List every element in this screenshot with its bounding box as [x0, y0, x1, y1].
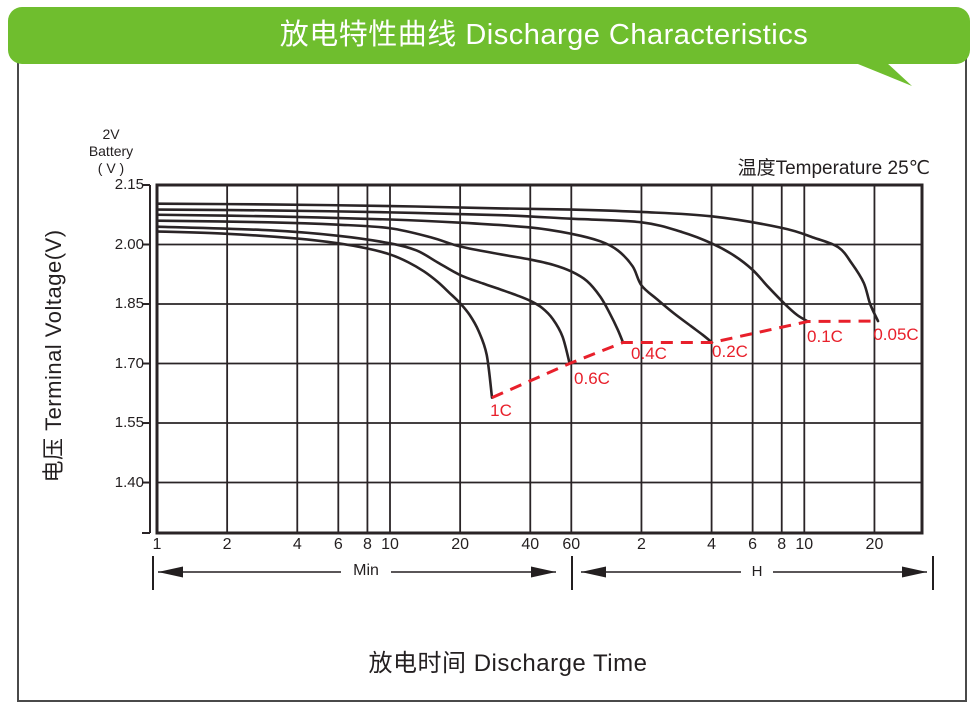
x-tick-label: 10: [381, 536, 399, 553]
y-tick-label: 2.00: [114, 235, 144, 253]
curve-label-0.6C: 0.6C: [574, 369, 610, 388]
x-tick-label: 8: [777, 536, 787, 553]
y-tick-label: 1.70: [114, 354, 144, 372]
x-tick-label: 20: [865, 536, 884, 553]
x-tick-label: 60: [562, 536, 581, 553]
battery-type-line: Battery: [88, 143, 134, 159]
x-tick-label: 40: [521, 536, 540, 553]
x-tick-label: 6: [748, 536, 758, 553]
y-axis-title: 电压 Terminal Voltage(V): [41, 229, 66, 483]
title-banner: 放电特性曲线 Discharge Characteristics: [8, 7, 970, 64]
x-tick-label: 4: [292, 536, 302, 553]
x-tick-label: 20: [451, 536, 470, 553]
x-tick-label: 4: [707, 536, 717, 553]
battery-type-line: 2V: [102, 126, 120, 142]
y-unit-label: ( V ): [97, 160, 125, 176]
battery-type-label: 2V Battery ( V ): [78, 126, 144, 177]
x-tick-label: 6: [333, 536, 343, 553]
x-axis-title: 放电时间 Discharge Time: [368, 650, 648, 677]
x-tick-label: 2: [636, 536, 646, 553]
figure-title: 放电特性曲线 Discharge Characteristics: [279, 19, 809, 51]
x-tick-label: 8: [362, 536, 372, 553]
x-tick-label: 2: [222, 536, 232, 553]
curve-label-0.4C: 0.4C: [631, 344, 667, 363]
y-tick-label: 2.15: [114, 176, 144, 193]
temperature-annotation: 温度Temperature 25℃: [737, 158, 930, 179]
curve-label-0.05C: 0.05C: [873, 325, 919, 344]
x-tick-label: 1: [152, 536, 162, 553]
minutes-range-label: Min: [353, 562, 379, 579]
curve-label-1C: 1C: [490, 401, 512, 420]
x-tick-label: 10: [795, 536, 814, 553]
y-tick-label: 1.55: [114, 414, 144, 432]
curve-label-0.1C: 0.1C: [807, 327, 843, 346]
curve-label-0.2C: 0.2C: [712, 342, 748, 361]
y-tick-label: 1.40: [114, 473, 144, 491]
y-tick-label: 1.85: [114, 295, 144, 312]
hours-range-label: H: [751, 563, 763, 580]
